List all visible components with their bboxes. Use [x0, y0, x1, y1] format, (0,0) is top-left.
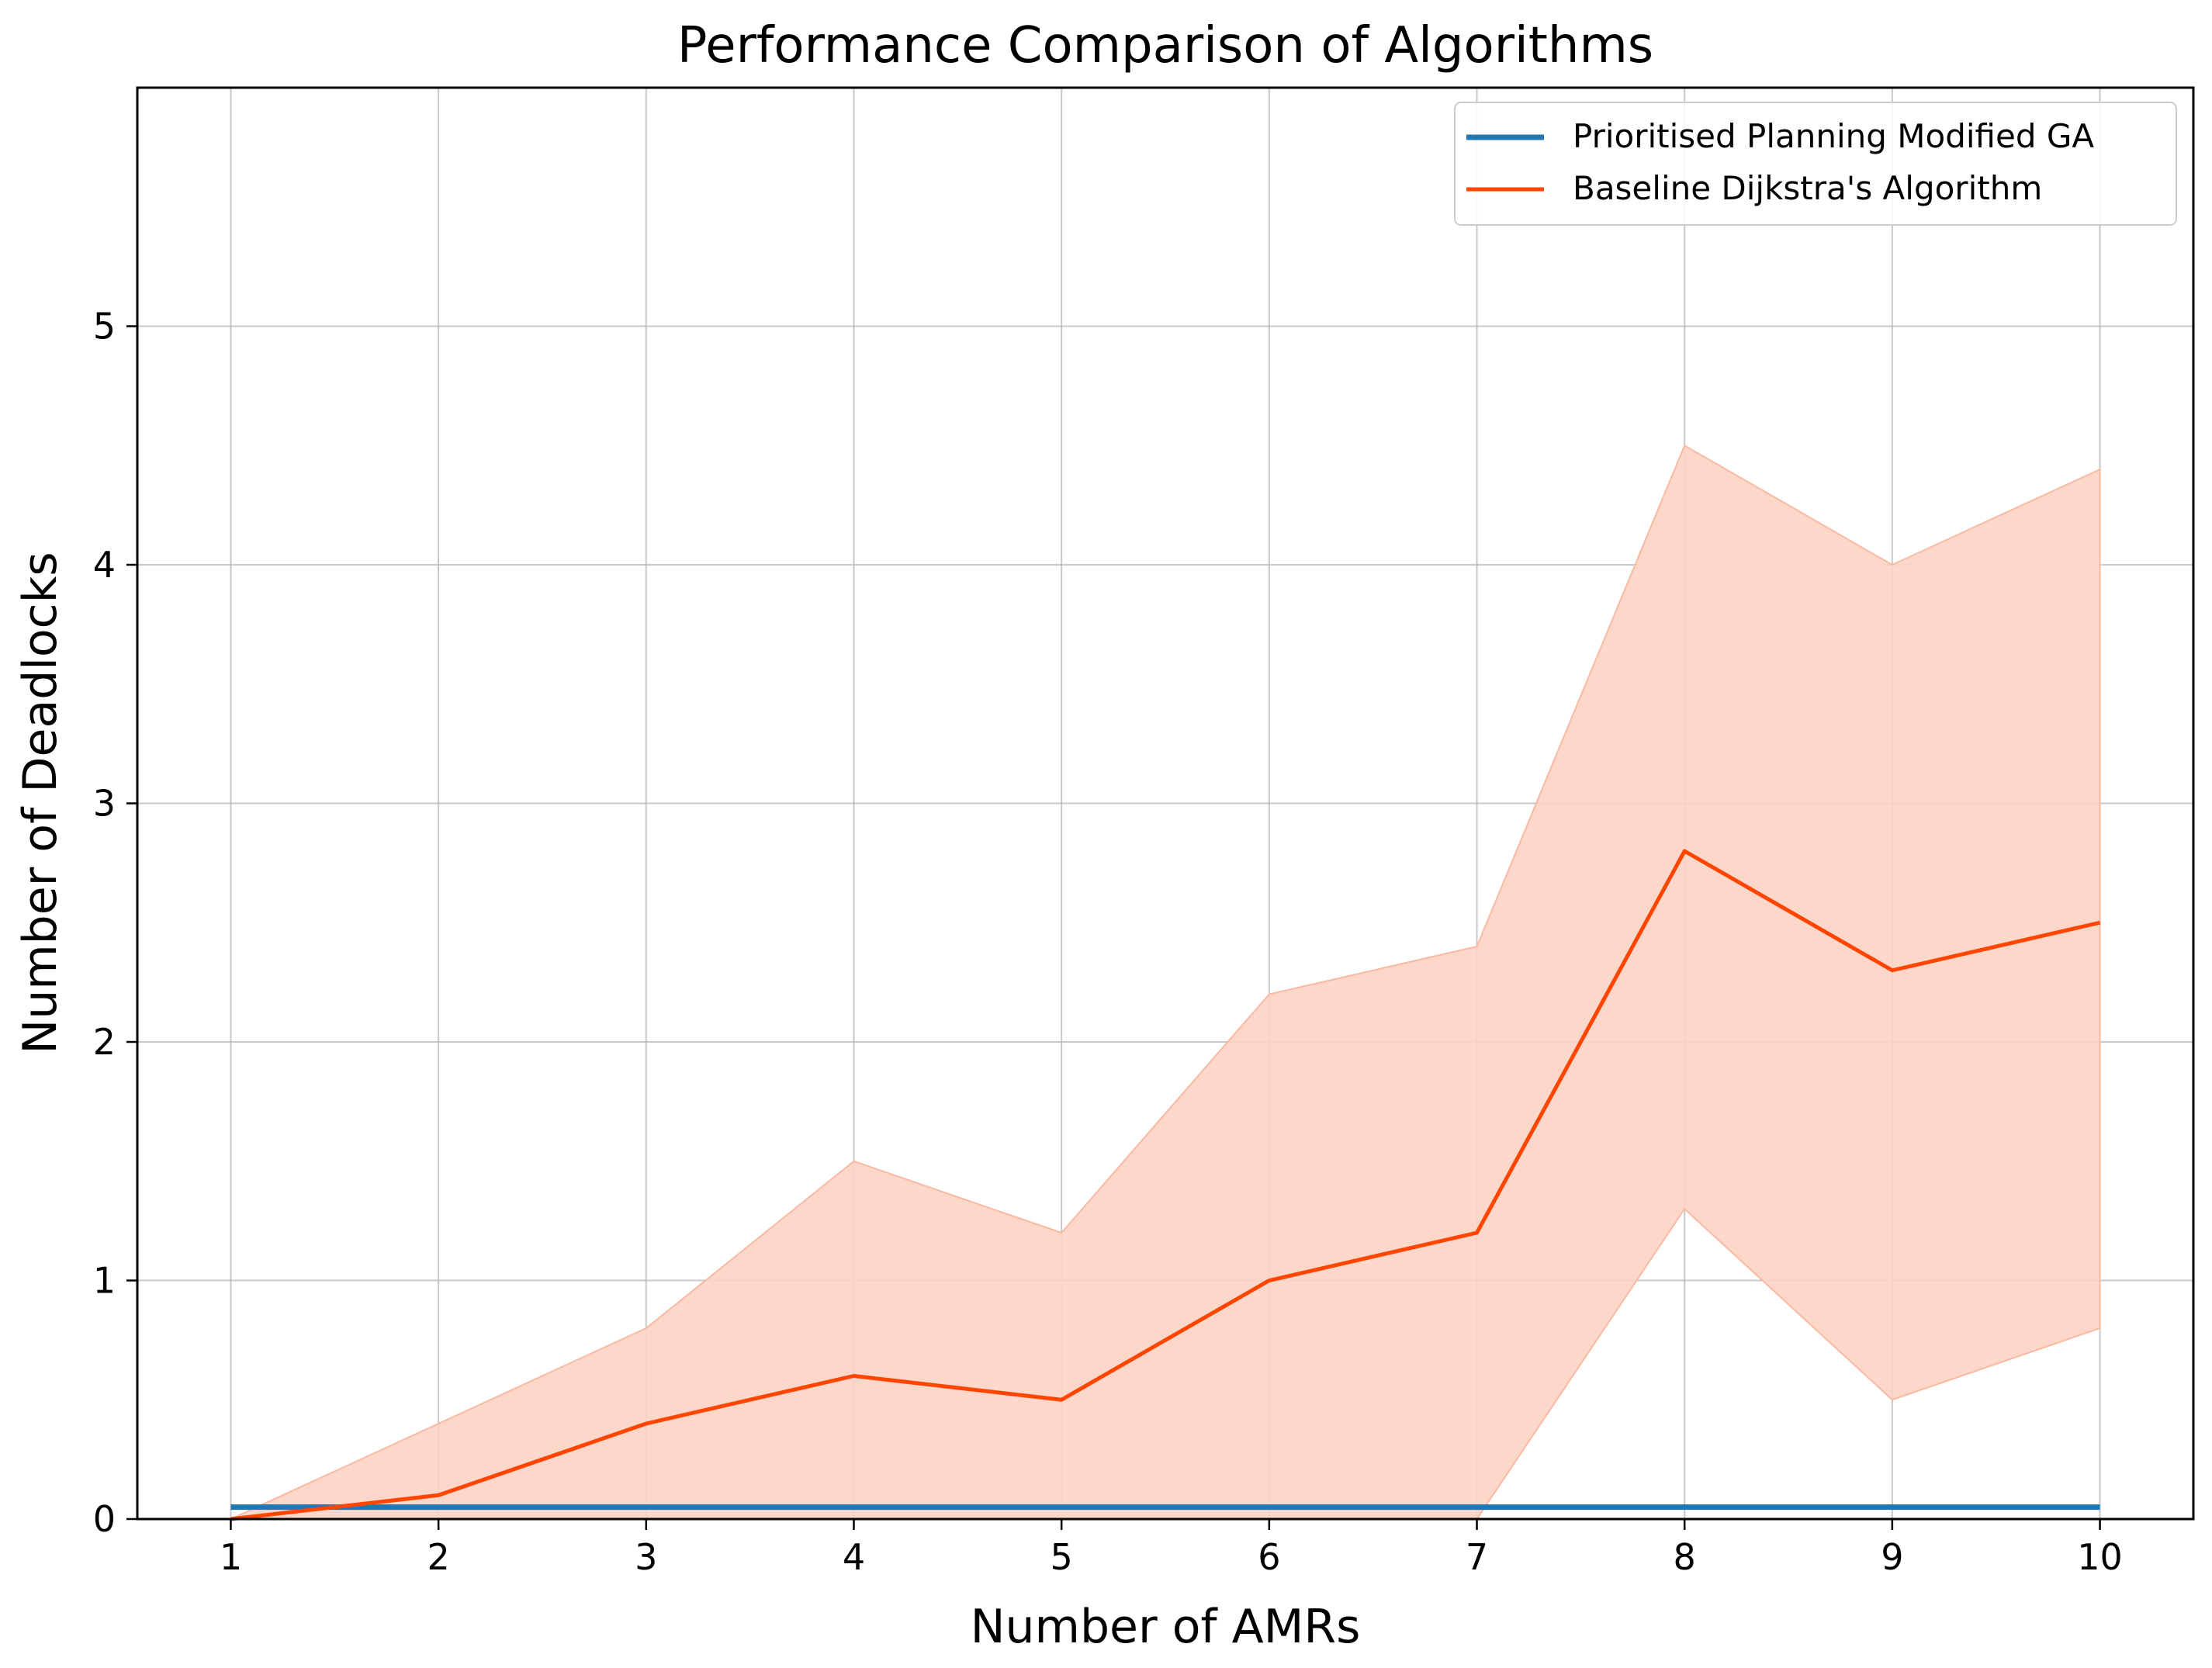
y-axis-ticks: 0 1 2 3 4 5 — [93, 306, 137, 1541]
y-axis-label: Number of Deadlocks — [13, 552, 68, 1054]
x-tick-label: 3 — [635, 1536, 657, 1578]
x-axis-label: Number of AMRs — [971, 1600, 1361, 1654]
chart-title: Performance Comparison of Algorithms — [677, 17, 1653, 74]
confidence-band-1 — [230, 445, 2099, 1519]
y-tick-label: 1 — [93, 1260, 116, 1302]
x-axis-ticks: 1 2 3 4 5 6 7 8 9 10 — [220, 1519, 2123, 1578]
confidence-bands — [230, 445, 2099, 1519]
x-tick-label: 4 — [843, 1536, 865, 1578]
x-tick-label: 8 — [1674, 1536, 1696, 1578]
x-tick-label: 5 — [1051, 1536, 1073, 1578]
x-tick-label: 2 — [427, 1536, 449, 1578]
y-tick-label: 4 — [93, 544, 116, 586]
x-tick-label: 6 — [1258, 1536, 1280, 1578]
x-tick-label: 1 — [220, 1536, 242, 1578]
legend-label-prioritised-planning: Prioritised Planning Modified GA — [1573, 117, 2094, 155]
legend-label-baseline-dijkstra: Baseline Dijkstra's Algorithm — [1573, 169, 2042, 207]
x-tick-label: 10 — [2077, 1536, 2123, 1578]
legend: Prioritised Planning Modified GA Baselin… — [1455, 102, 2176, 225]
x-tick-label: 7 — [1466, 1536, 1488, 1578]
y-tick-label: 2 — [93, 1021, 116, 1063]
y-tick-label: 3 — [93, 783, 116, 825]
y-tick-label: 0 — [93, 1498, 116, 1540]
y-tick-label: 5 — [93, 306, 116, 348]
x-tick-label: 9 — [1881, 1536, 1903, 1578]
